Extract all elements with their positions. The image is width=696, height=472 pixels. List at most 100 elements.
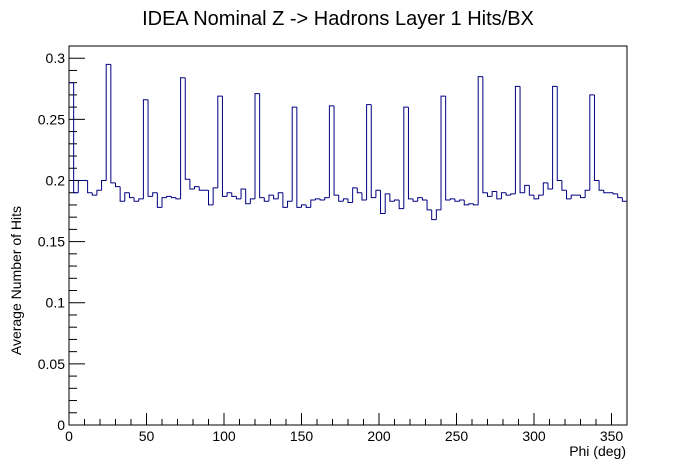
histogram-bin xyxy=(105,63,111,181)
histogram-bin xyxy=(617,193,623,199)
y-tick-label: 0.2 xyxy=(46,172,66,188)
histogram-bin xyxy=(505,192,511,196)
histogram-bin xyxy=(556,86,562,181)
histogram-bin xyxy=(217,95,223,188)
y-tick-label: 0.1 xyxy=(46,295,66,311)
histogram-bin xyxy=(147,99,153,197)
x-tick-label: 250 xyxy=(445,428,469,444)
histogram-bin xyxy=(115,182,121,188)
histogram-bin xyxy=(431,209,437,221)
histogram-bin xyxy=(240,188,246,199)
histogram-bin xyxy=(156,192,162,208)
histogram-bin xyxy=(500,192,507,199)
histogram-bin xyxy=(296,107,302,208)
histogram-bin xyxy=(101,179,107,191)
x-tick-label: 300 xyxy=(522,428,546,444)
histogram-bin xyxy=(305,204,311,208)
histogram-bin xyxy=(621,197,627,202)
histogram-bin xyxy=(468,203,474,205)
histogram-bin xyxy=(435,209,441,220)
histogram-bin xyxy=(417,197,423,202)
histogram-bin xyxy=(603,190,609,194)
histogram-bin xyxy=(212,187,218,205)
histogram-bin xyxy=(449,198,455,201)
histogram-bin xyxy=(528,185,534,196)
histogram-bin xyxy=(245,189,251,205)
histogram-bin xyxy=(598,180,604,191)
x-axis-label: Phi (deg) xyxy=(569,443,626,459)
histogram-series xyxy=(69,63,627,221)
histogram-bin xyxy=(198,186,204,191)
histogram-bin xyxy=(175,197,181,200)
histogram-bin xyxy=(584,189,590,198)
histogram-bin xyxy=(440,95,446,210)
histogram-bin xyxy=(282,192,288,208)
histogram-bin xyxy=(352,187,358,203)
histogram-bin xyxy=(96,189,102,196)
histogram-bin xyxy=(226,192,232,197)
histogram-bin xyxy=(110,64,116,184)
histogram-bin xyxy=(477,76,483,205)
histogram-bin xyxy=(254,93,260,199)
histogram-bin xyxy=(384,193,390,214)
histogram-bin xyxy=(189,179,195,190)
x-tick-label: 50 xyxy=(139,428,155,444)
histogram-bin xyxy=(249,198,255,204)
histogram-bin xyxy=(91,192,97,196)
histogram-bin xyxy=(533,195,539,200)
histogram-bin xyxy=(184,77,190,180)
x-tick-label: 0 xyxy=(65,428,73,444)
y-tick-label: 0.25 xyxy=(38,111,65,127)
plot-frame xyxy=(68,45,628,426)
x-tick-label: 200 xyxy=(367,428,391,444)
x-tick-label: 100 xyxy=(212,428,236,444)
histogram-bin xyxy=(259,93,265,199)
histogram-bin xyxy=(235,196,242,200)
histogram-bin xyxy=(412,198,418,202)
histogram-bin xyxy=(301,204,307,208)
histogram-bin xyxy=(542,182,548,196)
histogram-bin xyxy=(221,96,228,197)
histogram-bin xyxy=(473,203,479,206)
histogram-bin xyxy=(166,195,172,198)
histogram-bin xyxy=(552,85,558,190)
histogram-bin xyxy=(333,105,339,196)
histogram-bin xyxy=(421,197,428,201)
histogram-bin xyxy=(87,180,93,194)
histogram-bin xyxy=(138,198,144,202)
histogram-bin xyxy=(277,192,283,199)
histogram-bin xyxy=(338,195,344,202)
histogram-bin xyxy=(612,192,618,195)
histogram-bin xyxy=(366,104,372,201)
histogram-bin xyxy=(319,198,325,201)
histogram-bin xyxy=(524,184,530,193)
histogram-bin xyxy=(291,106,297,202)
histogram-bin xyxy=(510,193,516,196)
histogram-bin xyxy=(328,105,335,198)
histogram-bin xyxy=(324,197,330,201)
histogram-bin xyxy=(194,186,200,190)
histogram-bin xyxy=(273,195,279,200)
histogram-bin xyxy=(454,198,460,202)
x-tick-label: 350 xyxy=(600,428,624,444)
histogram-bin xyxy=(459,199,465,202)
histogram-bin xyxy=(208,190,214,206)
chart-title: IDEA Nominal Z -> Hadrons Layer 1 Hits/B… xyxy=(142,8,534,30)
histogram-bin xyxy=(180,77,186,199)
histogram-bin xyxy=(426,200,432,211)
histogram-bin xyxy=(263,197,269,202)
histogram-bin xyxy=(398,200,404,210)
histogram-bin xyxy=(394,199,400,202)
histogram-bin xyxy=(77,179,83,193)
histogram-bin xyxy=(389,193,395,202)
histogram-bin xyxy=(514,85,521,194)
histogram-bin xyxy=(407,107,414,200)
histogram-bin xyxy=(593,94,600,181)
histogram-bin xyxy=(231,192,237,197)
histogram-bin xyxy=(403,106,409,209)
histogram-bin xyxy=(375,189,381,198)
histogram-bin xyxy=(310,199,316,208)
histogram-bin xyxy=(124,192,130,202)
histogram-bin xyxy=(342,198,348,202)
